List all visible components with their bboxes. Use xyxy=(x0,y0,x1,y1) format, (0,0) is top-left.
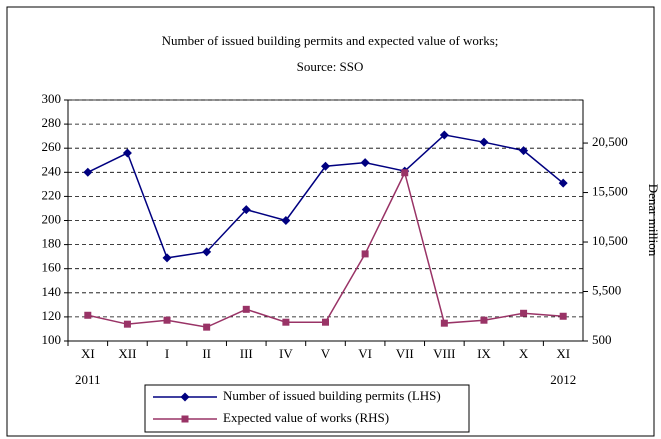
point xyxy=(558,178,568,188)
plot-border xyxy=(67,99,584,342)
point xyxy=(282,318,290,326)
point xyxy=(122,148,132,158)
year-label: 2011 xyxy=(75,372,101,387)
point xyxy=(83,167,93,177)
point xyxy=(242,305,250,313)
x-tick-label: VI xyxy=(358,346,372,361)
point xyxy=(480,316,488,324)
point xyxy=(162,253,172,263)
point xyxy=(181,415,189,423)
point xyxy=(559,312,567,320)
x-tick-label: X xyxy=(519,346,529,361)
point xyxy=(281,216,291,225)
x-tick-label: XI xyxy=(81,346,95,361)
x-tick-label: XII xyxy=(118,346,136,361)
chart-subtitle: Source: SSO xyxy=(297,59,364,74)
y-tick-label: 100 xyxy=(42,332,62,347)
y2-tick-label: 500 xyxy=(592,332,612,347)
y-tick-label: 200 xyxy=(42,211,62,226)
x-tick-label: I xyxy=(165,346,169,361)
y-tick-label: 260 xyxy=(42,139,62,154)
y-tick-label: 140 xyxy=(42,284,62,299)
y-tick-label: 160 xyxy=(42,260,62,275)
x-tick-label: V xyxy=(321,346,331,361)
point xyxy=(519,146,529,156)
frame xyxy=(6,6,655,437)
y2-tick-label: 5,500 xyxy=(592,282,621,297)
point xyxy=(203,323,211,331)
point xyxy=(123,320,131,328)
y-tick-label: 120 xyxy=(42,308,62,323)
y2-tick-label: 10,500 xyxy=(592,233,628,248)
x-tick-label: IX xyxy=(477,346,491,361)
point xyxy=(241,205,251,215)
chart-title: Number of issued building permits and ex… xyxy=(162,33,499,48)
point xyxy=(180,392,190,402)
x-tick-label: IV xyxy=(279,346,293,361)
point xyxy=(361,250,369,258)
point xyxy=(84,311,92,319)
point xyxy=(439,130,449,140)
year-label: 2012 xyxy=(550,372,576,387)
y-tick-label: 300 xyxy=(42,91,62,106)
x-tick-label: VIII xyxy=(433,346,455,361)
point xyxy=(163,316,171,324)
y2-tick-label: 20,500 xyxy=(592,134,628,149)
point xyxy=(440,319,448,327)
y2-tick-label: 15,500 xyxy=(592,184,628,199)
x-tick-label: II xyxy=(202,346,211,361)
y-tick-label: 180 xyxy=(42,236,62,251)
x-tick-label: III xyxy=(240,346,253,361)
point xyxy=(479,137,489,147)
y-tick-label: 220 xyxy=(42,187,62,202)
x-tick-label: VII xyxy=(396,346,414,361)
point xyxy=(520,309,528,317)
x-tick-label: XI xyxy=(556,346,570,361)
legend-box xyxy=(144,384,470,433)
y2-axis-label: Denar million xyxy=(646,184,661,257)
point xyxy=(360,158,370,168)
point xyxy=(202,247,212,257)
point xyxy=(321,161,330,171)
y-tick-label: 240 xyxy=(42,163,62,178)
point xyxy=(401,169,409,177)
point xyxy=(322,318,329,326)
legend-label: Expected value of works (RHS) xyxy=(223,410,389,425)
legend-label: Number of issued building permits (LHS) xyxy=(223,388,441,403)
y-tick-label: 280 xyxy=(42,115,62,130)
